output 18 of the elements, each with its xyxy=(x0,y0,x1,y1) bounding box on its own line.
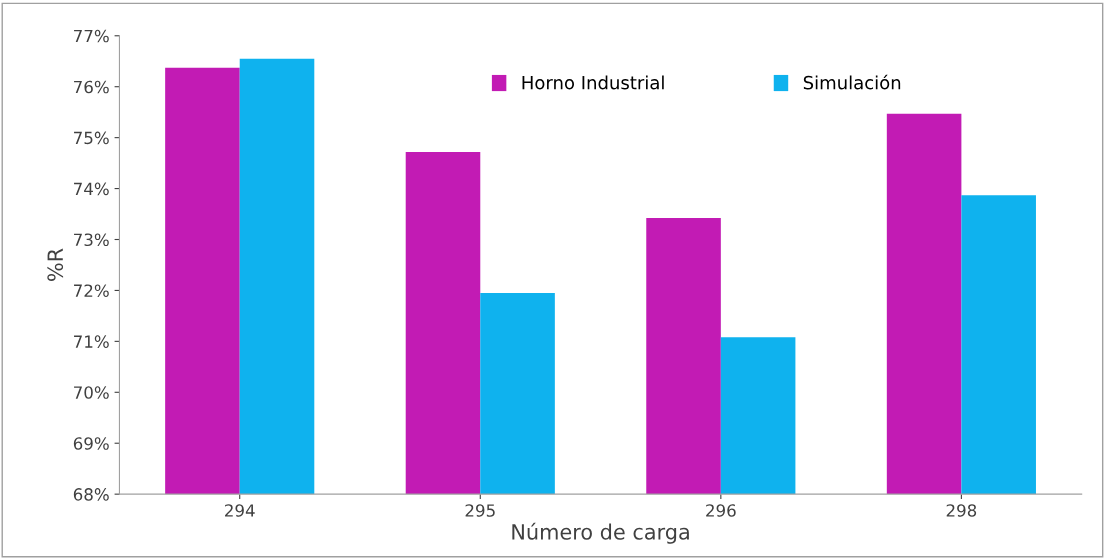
x-axis-title: Número de carga xyxy=(512,522,689,544)
y-tick-label: 71% xyxy=(74,335,109,348)
y-tick-label: 76% xyxy=(74,80,109,94)
y-tick-label: 74% xyxy=(74,182,109,196)
y-axis-title: %R xyxy=(47,248,64,281)
x-tick-label: 295 xyxy=(465,504,495,517)
y-tick-label: 72% xyxy=(74,284,109,297)
y-tick-label: 68% xyxy=(73,488,109,501)
legend-label: Horno Industrial xyxy=(522,75,664,90)
y-tick-label: 73% xyxy=(74,233,109,247)
y-tick-label: 69% xyxy=(73,437,109,450)
x-tick-label: 294 xyxy=(225,504,255,517)
y-tick-label: 77% xyxy=(74,29,109,43)
y-tick-label: 75% xyxy=(74,131,109,145)
y-tick-label: 70% xyxy=(74,386,109,399)
legend-label: Simulación xyxy=(803,74,901,90)
x-tick-label: 298 xyxy=(946,504,977,517)
x-tick-label: 296 xyxy=(706,504,736,517)
